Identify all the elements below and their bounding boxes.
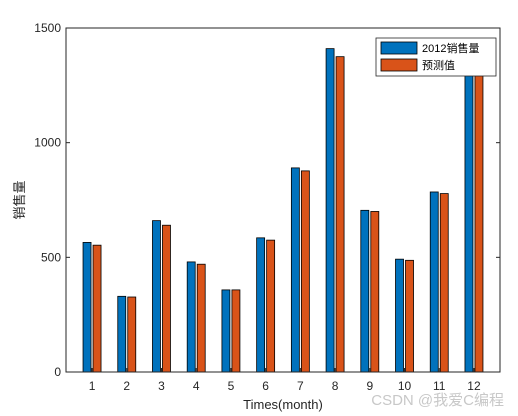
x-tick-label: 1 [89,379,96,393]
bar-series-2-month-7 [300,170,310,373]
bar-series-1-month-4 [186,261,196,373]
bar-series-2-month-4 [196,263,206,373]
x-tick-label: 9 [366,379,373,393]
bar-series-2-month-5 [231,289,241,373]
x-tick-label: 4 [193,379,200,393]
x-tick-label: 10 [398,379,412,393]
x-tick-label: 12 [467,379,481,393]
y-tick-label: 0 [54,365,61,379]
x-tick-label: 3 [158,379,165,393]
bar-series-1-month-3 [152,220,161,373]
bar-series-1-month-5 [221,289,231,373]
bar-series-1-month-2 [117,295,127,373]
y-tick-label: 1500 [34,21,61,35]
bar-series-2-month-1 [92,244,102,373]
x-tick-label: 2 [123,379,130,393]
legend-swatch-series-2 [380,58,418,72]
bar-series-1-month-1 [82,242,92,373]
bar-series-2-month-2 [127,296,137,373]
legend-swatch-series-1 [380,41,418,55]
bar-series-1-month-7 [290,167,300,373]
x-tick-label: 5 [228,379,235,393]
x-tick-label: 7 [297,379,304,393]
legend: 2012销售量 预测值 [375,37,497,77]
bar-series-2-month-3 [162,224,171,373]
bar-series-2-month-8 [335,56,345,373]
x-tick-label: 8 [332,379,339,393]
bar-series-2-month-9 [370,211,380,373]
bar-series-2-month-12 [474,69,484,373]
x-axis-label: Times(month) [243,397,323,412]
bar-series-1-month-10 [395,258,404,373]
y-tick-label: 500 [41,250,61,264]
legend-label-series-2: 预测值 [422,59,455,72]
bar-series-1-month-6 [256,237,266,373]
x-tick-label: 6 [262,379,269,393]
bar-series-1-month-12 [464,64,474,373]
bar-series-2-month-6 [266,239,276,373]
plot-area [66,28,500,372]
y-axis-label: 销售量 [12,180,27,219]
bar-series-2-month-11 [439,193,449,373]
y-tick-label: 1000 [34,136,61,150]
legend-label-series-1: 2012销售量 [422,41,479,55]
bar-series-1-month-9 [360,209,370,373]
bar-series-1-month-11 [429,191,439,373]
watermark: CSDN @我爱C编程 [371,392,504,409]
bar-series-2-month-10 [405,259,414,373]
x-tick-label: 11 [433,379,446,393]
plot-frame [65,27,501,373]
bar-series-1-month-8 [325,48,335,373]
